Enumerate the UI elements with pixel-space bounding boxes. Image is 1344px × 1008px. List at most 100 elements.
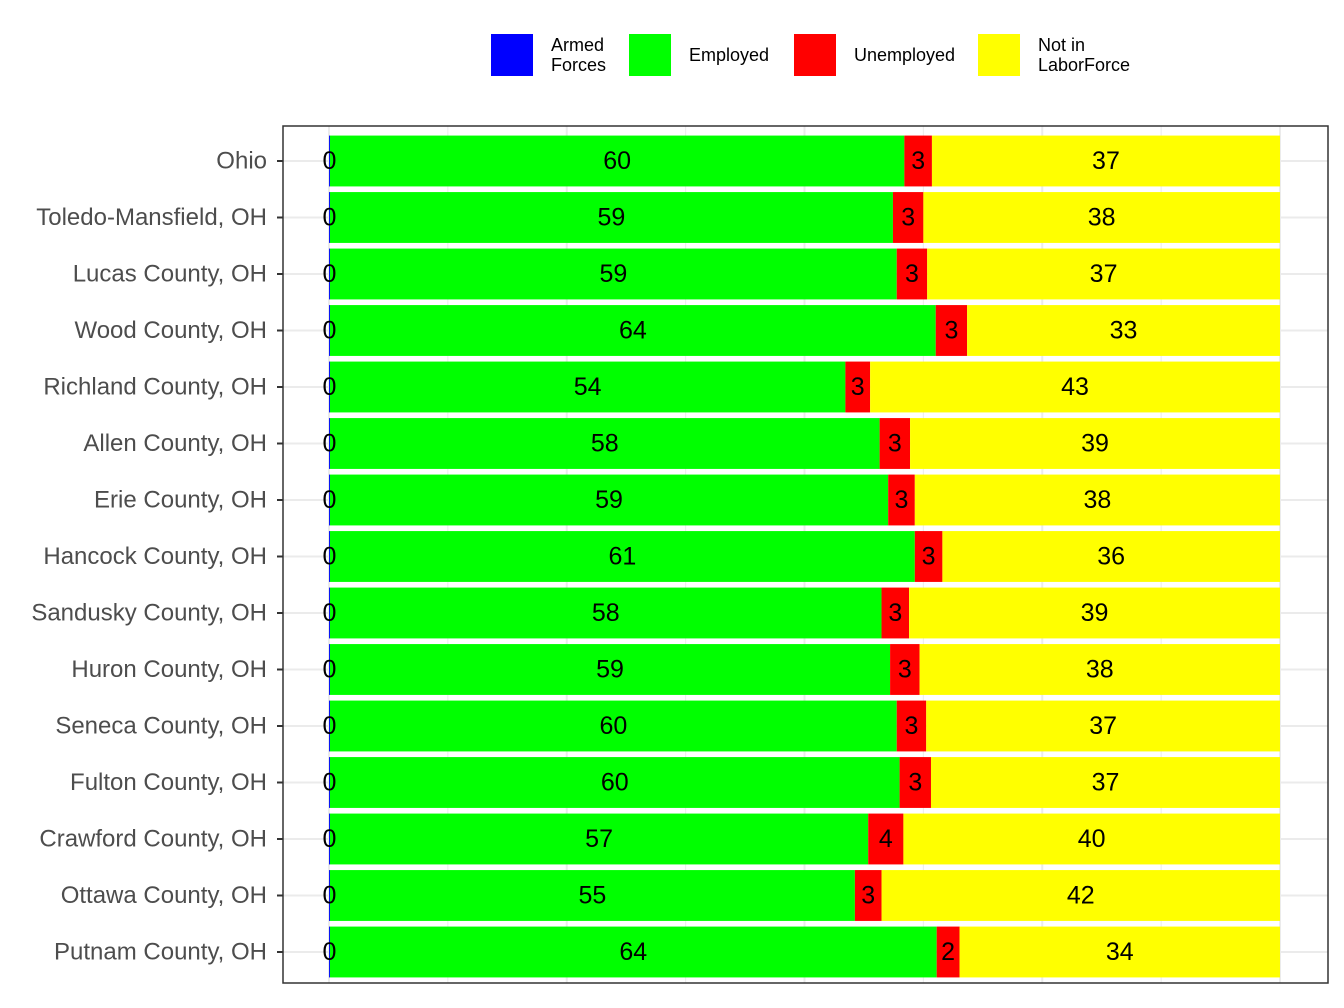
bar-armed-forces-ohio [329, 135, 330, 187]
bar-armed-forces-huron-county-oh [329, 644, 330, 695]
bar-label-employed-fulton-county-oh: 60 [601, 769, 629, 797]
category-label-ohio: Ohio [216, 148, 267, 175]
bar-employed-fulton-county-oh [329, 757, 900, 808]
bar-label-unemployed-richland-county-oh: 3 [851, 373, 865, 401]
legend-key-unemployed [794, 34, 836, 76]
bar-not-in-laborforce-huron-county-oh [919, 644, 1280, 695]
bar-label-employed-huron-county-oh: 59 [596, 656, 624, 684]
legend-label-not-in-laborforce: Not in [1038, 35, 1085, 55]
bar-not-in-laborforce-putnam-county-oh [959, 926, 1280, 978]
bar-label-not-in-laborforce-putnam-county-oh: 34 [1106, 938, 1134, 966]
bar-label-not-in-laborforce-wood-county-oh: 33 [1110, 317, 1138, 345]
bar-label-unemployed-hancock-county-oh: 3 [922, 543, 936, 571]
bar-label-employed-sandusky-county-oh: 58 [592, 599, 620, 627]
bar-label-armed-forces-sandusky-county-oh: 0 [323, 599, 337, 627]
bar-employed-allen-county-oh [329, 418, 880, 469]
bar-label-employed-allen-county-oh: 58 [591, 430, 619, 458]
bar-unemployed-allen-county-oh [879, 418, 911, 469]
legend-label-armed-forces: Armed [551, 35, 604, 55]
bar-label-not-in-laborforce-toledo-mansfield-oh: 38 [1088, 204, 1116, 232]
bar-not-in-laborforce-erie-county-oh [914, 474, 1280, 526]
bar-label-unemployed-ohio: 3 [911, 147, 925, 175]
bar-unemployed-erie-county-oh [888, 474, 915, 526]
bar-unemployed-hancock-county-oh [914, 531, 943, 582]
bar-armed-forces-allen-county-oh [329, 418, 330, 469]
bar-label-not-in-laborforce-lucas-county-oh: 37 [1090, 260, 1118, 288]
bar-not-in-laborforce-ohio [931, 135, 1280, 187]
bar-label-not-in-laborforce-allen-county-oh: 39 [1081, 430, 1109, 458]
bar-unemployed-crawford-county-oh [868, 813, 904, 865]
bar-label-unemployed-fulton-county-oh: 3 [908, 769, 922, 797]
legend-label-employed: Employed [689, 45, 769, 65]
bar-not-in-laborforce-toledo-mansfield-oh [923, 192, 1280, 243]
bar-label-armed-forces-fulton-county-oh: 0 [323, 769, 337, 797]
bar-label-unemployed-toledo-mansfield-oh: 3 [901, 204, 915, 232]
bar-employed-sandusky-county-oh [329, 587, 882, 639]
bar-labels: 0 60 3 370 59 3 380 59 3 370 64 3 330 54 3 430 58 3 390 59 3… [323, 147, 1138, 966]
bar-unemployed-ohio [904, 135, 932, 187]
bar-unemployed-fulton-county-oh [899, 757, 931, 808]
bar-label-employed-lucas-county-oh: 59 [599, 260, 627, 288]
bar-employed-crawford-county-oh [329, 813, 869, 865]
bar-unemployed-huron-county-oh [890, 644, 920, 695]
bar-label-unemployed-ottawa-county-oh: 3 [861, 882, 875, 910]
legend-key-not-in-laborforce [978, 34, 1020, 76]
bar-label-armed-forces-crawford-county-oh: 0 [323, 825, 337, 853]
category-label-richland-county-oh: Richland County, OH [43, 374, 267, 401]
bar-label-not-in-laborforce-seneca-county-oh: 37 [1089, 712, 1117, 740]
bar-label-unemployed-erie-county-oh: 3 [895, 486, 909, 514]
bar-employed-hancock-county-oh [329, 531, 915, 582]
bar-employed-ohio [329, 135, 905, 187]
bar-label-armed-forces-huron-county-oh: 0 [323, 656, 337, 684]
bar-employed-seneca-county-oh [329, 700, 897, 752]
category-label-hancock-county-oh: Hancock County, OH [43, 543, 267, 570]
bar-armed-forces-ottawa-county-oh [329, 870, 330, 921]
bar-label-unemployed-sandusky-county-oh: 3 [888, 599, 902, 627]
bar-label-employed-ohio: 60 [603, 147, 631, 175]
category-label-putnam-county-oh: Putnam County, OH [54, 939, 267, 966]
category-label-seneca-county-oh: Seneca County, OH [55, 713, 267, 740]
bar-label-not-in-laborforce-hancock-county-oh: 36 [1097, 543, 1125, 571]
bar-label-not-in-laborforce-fulton-county-oh: 37 [1092, 769, 1120, 797]
bar-armed-forces-hancock-county-oh [329, 531, 330, 582]
bar-label-armed-forces-lucas-county-oh: 0 [323, 260, 337, 288]
bar-unemployed-sandusky-county-oh [881, 587, 910, 639]
category-label-fulton-county-oh: Fulton County, OH [70, 769, 267, 796]
bar-employed-wood-county-oh [329, 305, 936, 356]
bar-not-in-laborforce-ottawa-county-oh [881, 870, 1280, 921]
category-label-huron-county-oh: Huron County, OH [71, 656, 267, 683]
bar-label-armed-forces-ohio: 0 [323, 147, 337, 175]
category-axis: Ohio Toledo-Mansfield, OH Lucas County, OH… [31, 148, 283, 966]
bar-armed-forces-seneca-county-oh [329, 700, 330, 752]
bar-label-employed-putnam-county-oh: 64 [619, 938, 647, 966]
bar-label-employed-ottawa-county-oh: 55 [579, 882, 607, 910]
bar-not-in-laborforce-hancock-county-oh [942, 531, 1280, 582]
bar-label-unemployed-huron-county-oh: 3 [898, 656, 912, 684]
category-label-ottawa-county-oh: Ottawa County, OH [61, 882, 267, 909]
bar-employed-huron-county-oh [329, 644, 891, 695]
category-label-toledo-mansfield-oh: Toledo-Mansfield, OH [36, 204, 267, 231]
bar-employed-lucas-county-oh [329, 248, 897, 300]
bar-armed-forces-putnam-county-oh [329, 926, 330, 978]
bar-label-unemployed-wood-county-oh: 3 [944, 317, 958, 345]
bar-label-unemployed-lucas-county-oh: 3 [905, 260, 919, 288]
bar-not-in-laborforce-crawford-county-oh [903, 813, 1280, 865]
bar-label-not-in-laborforce-erie-county-oh: 38 [1084, 486, 1112, 514]
bar-label-employed-seneca-county-oh: 60 [599, 712, 627, 740]
bar-label-armed-forces-wood-county-oh: 0 [323, 317, 337, 345]
bar-employed-ottawa-county-oh [329, 870, 855, 921]
bar-label-armed-forces-ottawa-county-oh: 0 [323, 882, 337, 910]
bar-not-in-laborforce-lucas-county-oh [927, 248, 1280, 300]
bar-not-in-laborforce-richland-county-oh [870, 361, 1280, 413]
bar-label-armed-forces-erie-county-oh: 0 [323, 486, 337, 514]
bar-armed-forces-erie-county-oh [329, 474, 330, 526]
bar-label-armed-forces-seneca-county-oh: 0 [323, 712, 337, 740]
bar-unemployed-wood-county-oh [935, 305, 968, 356]
bar-label-not-in-laborforce-sandusky-county-oh: 39 [1081, 599, 1109, 627]
bar-not-in-laborforce-sandusky-county-oh [909, 587, 1280, 639]
category-label-erie-county-oh: Erie County, OH [94, 487, 267, 514]
bar-label-employed-toledo-mansfield-oh: 59 [598, 204, 626, 232]
bar-label-unemployed-crawford-county-oh: 4 [879, 825, 893, 853]
bar-not-in-laborforce-fulton-county-oh [930, 757, 1280, 808]
